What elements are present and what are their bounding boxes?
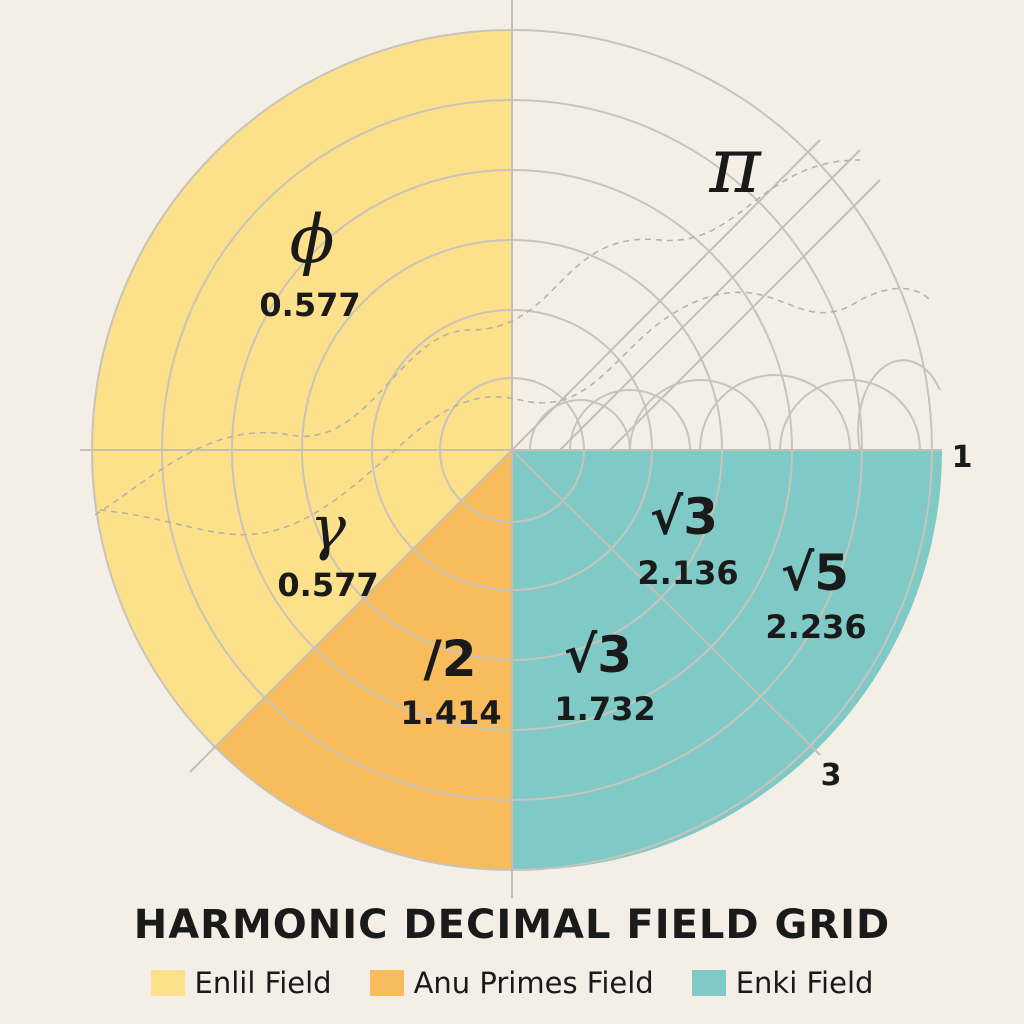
axis-lines [80,0,942,898]
legend-item-anu: Anu Primes Field [369,966,654,1000]
legend: Enlil Field Anu Primes Field Enki Field [0,966,1024,1000]
diagram-title: HARMONIC DECIMAL FIELD GRID [133,902,891,948]
axis-label-diagonal: 3 [821,758,842,793]
legend-swatch-enki [691,970,726,996]
phi-symbol: ϕ [290,201,335,278]
dashed-wave-lines [94,159,931,536]
enlil-field-region [90,29,512,748]
sqrt3a-value: 1.732 [554,690,655,728]
gamma-value: 0.577 [277,566,378,604]
enki-field-region [512,450,942,871]
legend-swatch-enlil [150,970,185,996]
sqrt5-value: 2.236 [765,608,866,646]
sqrt3b-symbol: √3 [650,488,718,546]
phi-value: 0.577 [259,286,360,324]
legend-swatch-anu [369,970,404,996]
gamma-symbol: γ [310,493,346,563]
sqrt2-symbol: /2 [423,630,476,688]
legend-label-enlil: Enlil Field [194,966,332,1000]
legend-item-enlil: Enlil Field [150,966,332,1000]
legend-item-enki: Enki Field [691,966,874,1000]
legend-label-anu: Anu Primes Field [413,966,654,1000]
harmonic-arcs [529,359,941,451]
pi-symbol: π [708,121,762,211]
sqrt3b-value: 2.136 [637,554,738,592]
sqrt5-symbol: √5 [781,544,849,602]
axis-label-right: 1 [952,440,973,475]
sqrt3a-symbol: √3 [564,626,632,684]
sqrt2-value: 1.414 [400,694,501,732]
anu-primes-field-region [214,450,512,871]
legend-label-enki: Enki Field [735,966,874,1000]
